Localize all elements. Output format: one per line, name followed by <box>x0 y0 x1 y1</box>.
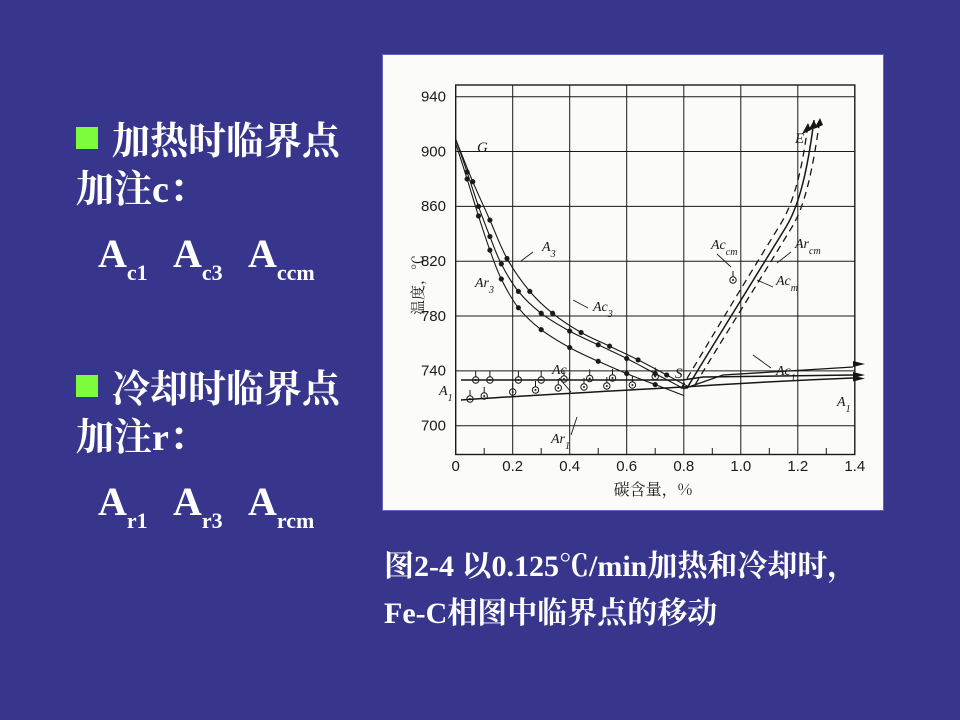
svg-text:0: 0 <box>452 458 460 475</box>
svg-text:860: 860 <box>421 198 446 215</box>
svg-text:0.2: 0.2 <box>502 458 523 475</box>
svg-text:0.6: 0.6 <box>616 458 637 475</box>
svg-text:740: 740 <box>421 363 446 380</box>
svg-text:A1: A1 <box>438 384 453 404</box>
svg-text:1.0: 1.0 <box>730 458 751 475</box>
svg-text:A1: A1 <box>836 395 851 415</box>
svg-text:940: 940 <box>421 89 446 106</box>
svg-text:1.2: 1.2 <box>787 458 808 475</box>
svg-text:Ar3: Ar3 <box>474 276 494 296</box>
svg-text:700: 700 <box>421 418 446 435</box>
svg-text:1.4: 1.4 <box>844 458 865 475</box>
svg-text:Acm: Acm <box>775 274 798 294</box>
svg-text:A3: A3 <box>541 240 556 260</box>
svg-text:0.4: 0.4 <box>559 458 580 475</box>
svg-text:Ac3: Ac3 <box>592 300 613 320</box>
svg-text:G: G <box>477 140 488 156</box>
svg-text:碳含量，%: 碳含量，% <box>614 477 693 500</box>
svg-text:900: 900 <box>421 143 446 160</box>
svg-text:Accm: Accm <box>710 238 737 258</box>
svg-text:Ar1: Ar1 <box>550 432 570 452</box>
svg-text:S: S <box>675 366 683 382</box>
svg-text:0.8: 0.8 <box>673 458 694 475</box>
svg-text:E: E <box>794 131 804 147</box>
svg-text:温度，℃: 温度，℃ <box>407 255 428 315</box>
